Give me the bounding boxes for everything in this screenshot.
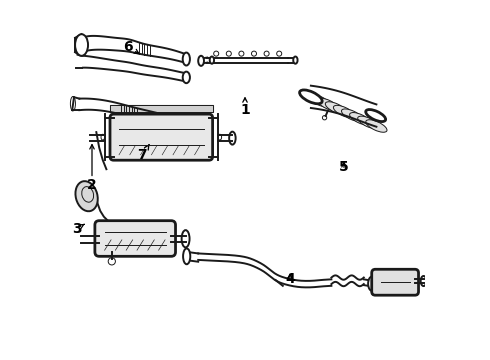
Ellipse shape xyxy=(299,90,322,104)
Ellipse shape xyxy=(374,272,380,292)
Text: 2: 2 xyxy=(87,145,97,192)
Text: 3: 3 xyxy=(72,222,84,235)
Ellipse shape xyxy=(342,109,363,121)
Text: 6: 6 xyxy=(123,40,139,54)
Ellipse shape xyxy=(301,91,322,103)
FancyBboxPatch shape xyxy=(110,114,213,160)
Ellipse shape xyxy=(183,248,190,264)
Text: 5: 5 xyxy=(339,161,349,174)
Ellipse shape xyxy=(75,181,98,211)
Text: 4: 4 xyxy=(285,272,295,286)
Ellipse shape xyxy=(229,132,236,145)
Ellipse shape xyxy=(183,72,190,83)
Ellipse shape xyxy=(411,272,416,292)
Ellipse shape xyxy=(333,105,355,118)
Ellipse shape xyxy=(317,98,339,111)
Ellipse shape xyxy=(349,113,371,125)
Ellipse shape xyxy=(368,276,376,291)
FancyBboxPatch shape xyxy=(372,269,418,295)
Ellipse shape xyxy=(366,120,387,132)
Ellipse shape xyxy=(198,56,204,66)
FancyBboxPatch shape xyxy=(95,221,175,256)
Ellipse shape xyxy=(183,53,190,66)
Polygon shape xyxy=(110,105,213,112)
Ellipse shape xyxy=(75,34,88,56)
Ellipse shape xyxy=(182,230,190,247)
Text: 1: 1 xyxy=(240,98,250,117)
Ellipse shape xyxy=(325,102,346,114)
Ellipse shape xyxy=(210,57,214,64)
Ellipse shape xyxy=(293,57,297,64)
Ellipse shape xyxy=(366,109,386,122)
Ellipse shape xyxy=(421,276,426,286)
Ellipse shape xyxy=(180,116,190,132)
Ellipse shape xyxy=(358,116,379,129)
Ellipse shape xyxy=(309,95,330,107)
Text: 7: 7 xyxy=(138,145,149,162)
